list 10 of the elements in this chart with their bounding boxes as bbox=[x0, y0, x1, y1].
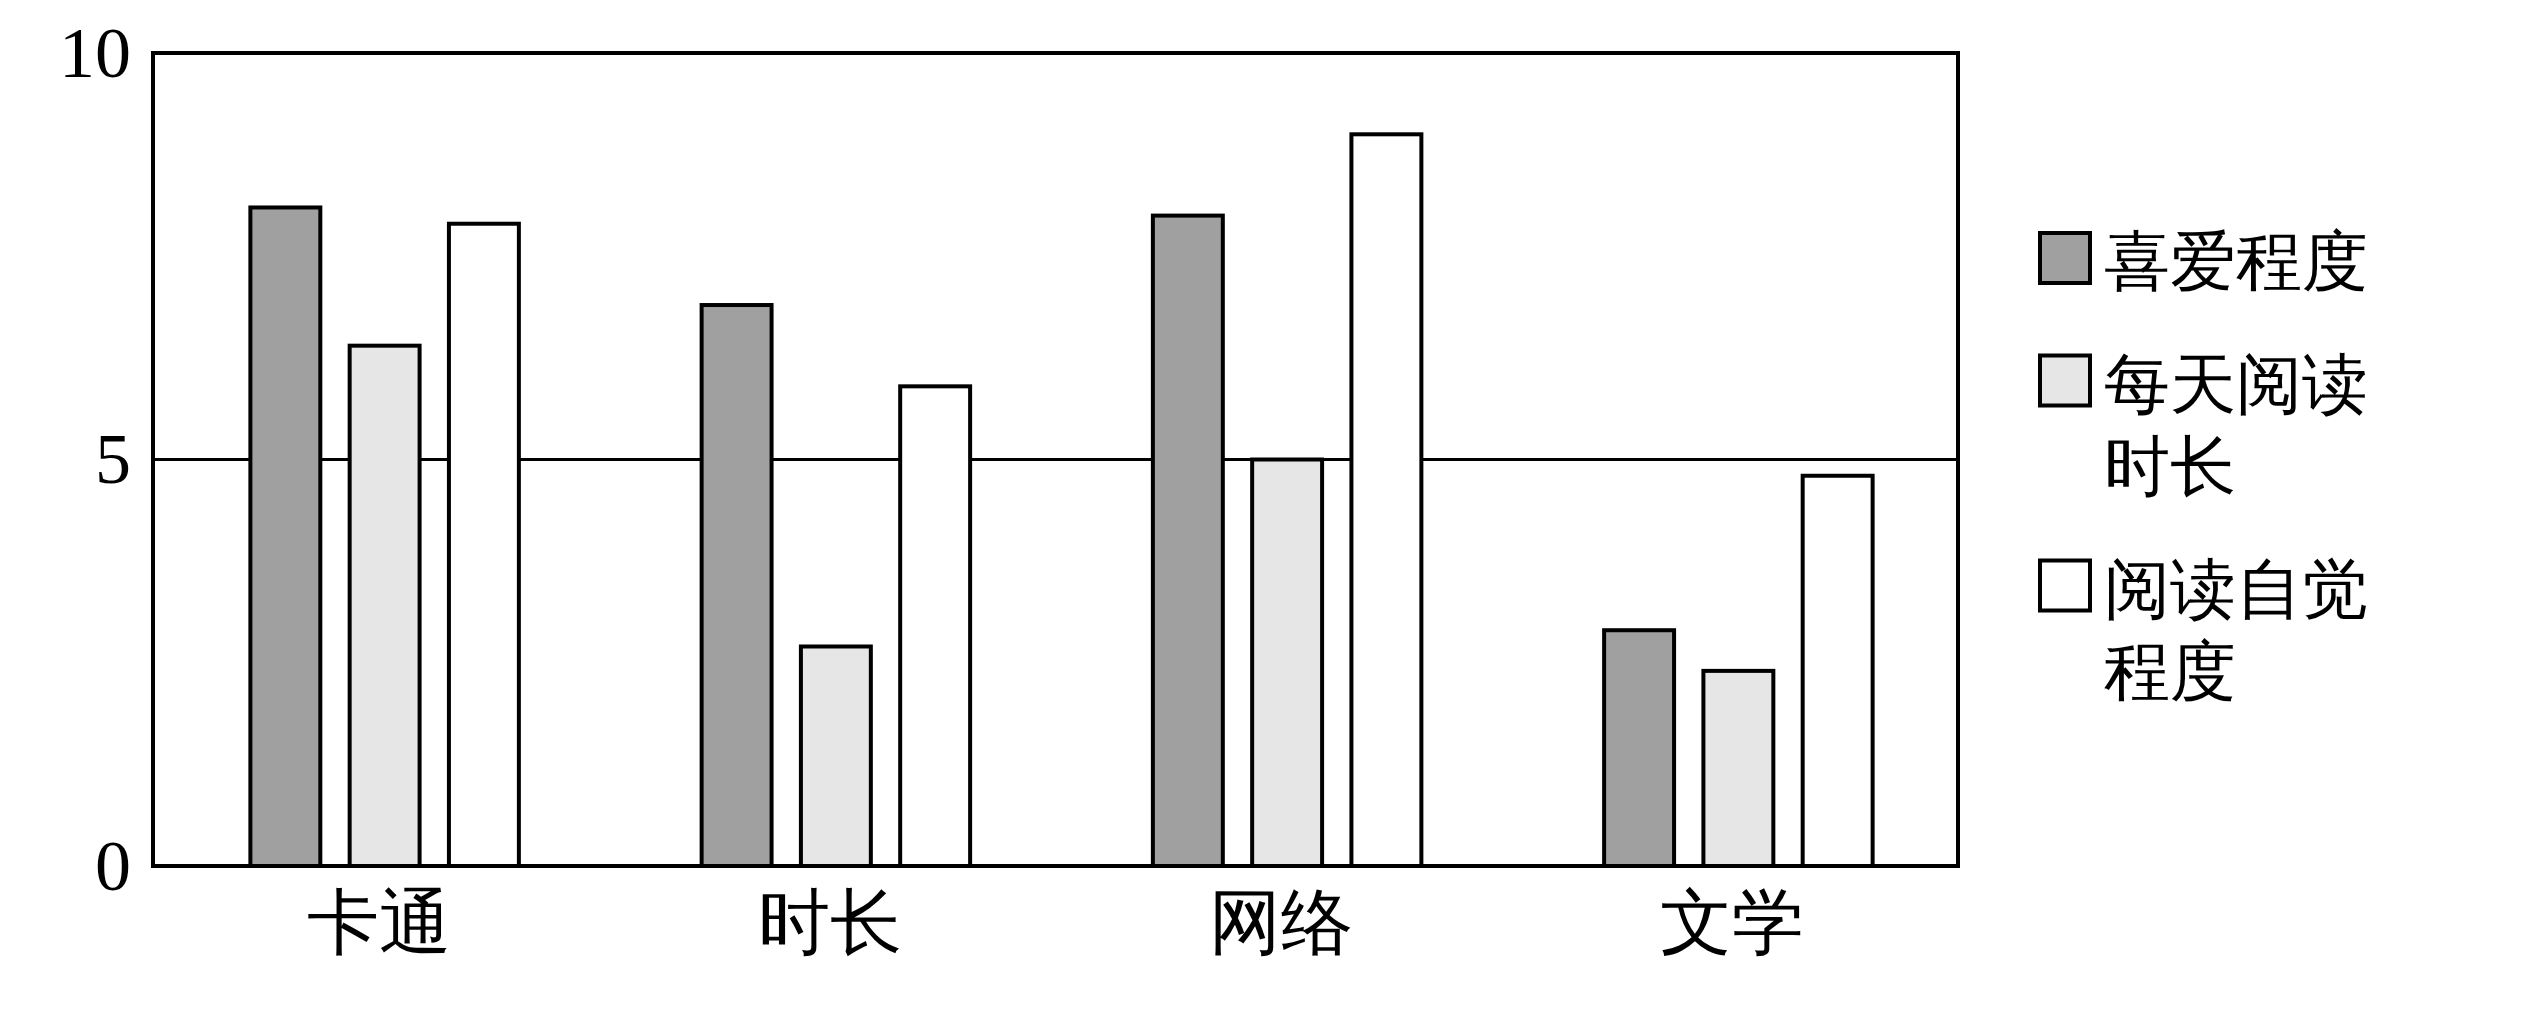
x-tick-label: 时长 bbox=[757, 883, 902, 964]
legend-label: 阅读自觉程度 bbox=[2104, 552, 2368, 709]
y-tick-label: 5 bbox=[95, 419, 131, 500]
legend-label: 每天阅读时长 bbox=[2104, 347, 2368, 504]
x-tick-label: 网络 bbox=[1209, 883, 1354, 964]
legend-label: 喜爱程度 bbox=[2104, 225, 2368, 299]
y-tick-label: 0 bbox=[95, 825, 131, 906]
x-tick-label: 文学 bbox=[1660, 883, 1805, 964]
x-tick-label: 卡通 bbox=[306, 883, 451, 964]
y-tick-label: 10 bbox=[59, 12, 131, 93]
